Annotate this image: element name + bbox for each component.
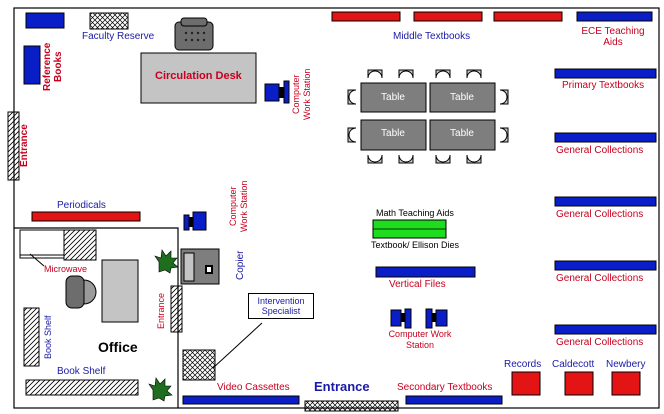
- office-chair-icon: [65, 275, 97, 309]
- caldecott-box: [564, 371, 594, 396]
- intervention-specialist-callout: Intervention Specialist: [248, 293, 314, 319]
- copier-label: Copier: [235, 250, 246, 280]
- book-shelf-vertical-label: Book Shelf: [43, 315, 53, 359]
- office-wall: [14, 227, 179, 408]
- plant-icon: [154, 249, 179, 274]
- computer-icon: [390, 308, 412, 329]
- general-collections-shelf-1: [554, 132, 657, 143]
- middle-textbooks-shelf-3: [493, 11, 563, 22]
- general-collections-label: General Collections: [556, 337, 644, 348]
- intervention-crate: [182, 349, 216, 381]
- secondary-textbooks-shelf: [405, 395, 503, 405]
- copier-icon: [180, 248, 220, 285]
- general-collections-label: General Collections: [556, 273, 644, 284]
- general-collections-shelf-2: [554, 196, 657, 207]
- periodicals-label: Periodicals: [57, 200, 106, 211]
- book-shelf-bottom: [25, 379, 139, 396]
- secondary-textbooks-label: Secondary Textbooks: [397, 382, 493, 393]
- textbook-ellison-dies-label: Textbook/ Ellison Dies: [371, 240, 460, 250]
- computer-work-station-mid-label: Computer Work Station: [228, 180, 249, 232]
- reference-books-shelf: [23, 45, 41, 85]
- computer-icon: [183, 211, 207, 231]
- plant-icon: [148, 377, 173, 402]
- reference-books-label: Reference Books: [42, 42, 64, 92]
- microwave-pointer: [29, 253, 45, 267]
- circulation-desk: [140, 52, 257, 104]
- table-chairs: [347, 69, 509, 164]
- intervention-pointer: [212, 322, 263, 369]
- entrance-left-label: Entrance: [19, 124, 30, 168]
- microwave-label: Microwave: [44, 264, 88, 274]
- records-box: [511, 371, 541, 396]
- computer-icon: [264, 80, 290, 104]
- math-teaching-aids-label: Math Teaching Aids: [376, 208, 454, 218]
- entrance-left-door: [7, 111, 20, 181]
- main-entrance-door: [304, 400, 399, 412]
- office-entrance-door: [170, 285, 183, 333]
- book-shelf-vertical: [23, 307, 40, 367]
- vertical-files-label: Vertical Files: [389, 279, 446, 290]
- video-cassettes-shelf: [182, 395, 300, 405]
- table-label: Table: [450, 128, 474, 139]
- faculty-reserve-shelf: [25, 12, 65, 29]
- middle-textbooks-label: Middle Textbooks: [393, 31, 471, 42]
- periodicals-shelf: [31, 211, 141, 222]
- middle-textbooks-shelf-2: [413, 11, 483, 22]
- faculty-reserve-label: Faculty Reserve: [82, 31, 155, 42]
- newbery-box: [611, 371, 641, 396]
- circulation-desk-label: Circulation Desk: [155, 70, 242, 82]
- records-label: Records: [504, 359, 542, 370]
- computer-work-station-top-label: Computer Work Station: [291, 68, 312, 120]
- vertical-files-shelf: [375, 266, 476, 278]
- faculty-reserve-cart: [89, 12, 129, 30]
- microwave-icon: [19, 229, 65, 259]
- desk-chair-icon: [174, 17, 214, 51]
- table-label: Table: [381, 92, 405, 103]
- ece-teaching-aids-label: ECE Teaching Aids: [581, 26, 645, 48]
- primary-textbooks-shelf: [554, 68, 657, 79]
- table-label: Table: [381, 128, 405, 139]
- reading-tables: [360, 82, 496, 151]
- general-collections-shelf-3: [554, 260, 657, 271]
- middle-textbooks-shelf-1: [331, 11, 401, 22]
- newbery-label: Newbery: [606, 359, 646, 370]
- primary-textbooks-label: Primary Textbooks: [562, 80, 645, 91]
- office-label: Office: [98, 339, 138, 355]
- book-shelf-bottom-label: Book Shelf: [57, 366, 106, 377]
- entrance-office-label: Entrance: [156, 292, 166, 330]
- computer-work-station-bottom-label: Computer Work Station: [388, 329, 452, 350]
- office-desk: [101, 259, 139, 323]
- ece-teaching-aids-shelf: [576, 11, 653, 22]
- office-counter: [63, 229, 97, 261]
- general-collections-label: General Collections: [556, 209, 644, 220]
- table-label: Table: [450, 92, 474, 103]
- video-cassettes-label: Video Cassettes: [217, 382, 290, 393]
- caldecott-label: Caldecott: [552, 359, 595, 370]
- general-collections-label: General Collections: [556, 145, 644, 156]
- computer-icon: [425, 308, 448, 329]
- main-entrance-label: Entrance: [314, 379, 370, 394]
- general-collections-shelf-4: [554, 324, 657, 335]
